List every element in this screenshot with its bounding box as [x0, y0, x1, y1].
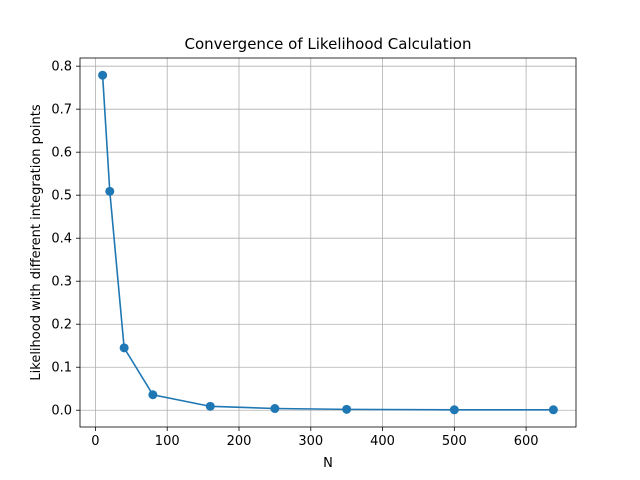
y-tick-label: 0.6	[51, 146, 72, 161]
grid-lines	[80, 58, 576, 427]
x-axis-ticks: 0 100 200 300 400 500 600	[91, 427, 539, 449]
data-point	[449, 405, 459, 415]
data-point	[205, 401, 215, 411]
y-axis-label: Likelihood with different integration po…	[29, 104, 44, 380]
x-tick-label: 300	[298, 434, 323, 449]
y-tick-label: 0.1	[51, 361, 72, 376]
plot-frame	[79, 57, 577, 428]
y-tick-label: 0.2	[51, 318, 72, 333]
data-point	[119, 343, 129, 353]
y-tick-label: 0.7	[51, 103, 72, 118]
x-tick-label: 500	[442, 434, 467, 449]
data-point	[148, 390, 158, 400]
x-tick-label: 600	[514, 434, 539, 449]
x-tick-label: 0	[91, 434, 99, 449]
x-tick-label: 200	[227, 434, 252, 449]
x-axis-label: N	[323, 456, 333, 471]
y-tick-label: 0.3	[51, 275, 72, 290]
x-tick-label: 100	[155, 434, 180, 449]
x-tick-label: 400	[370, 434, 395, 449]
y-axis-ticks: 0.0 0.1 0.2 0.3 0.4 0.5 0.6 0.7 0.8	[51, 60, 80, 419]
y-tick-label: 0.4	[51, 232, 72, 247]
data-point	[548, 405, 558, 415]
y-tick-label: 0.5	[51, 189, 72, 204]
data-series	[98, 70, 558, 415]
chart-title: Convergence of Likelihood Calculation	[185, 35, 472, 53]
data-point	[98, 70, 108, 80]
y-tick-label: 0.8	[51, 60, 72, 75]
data-point	[270, 404, 280, 414]
data-point	[105, 186, 115, 196]
data-point	[342, 404, 352, 414]
y-tick-label: 0.0	[51, 404, 72, 419]
